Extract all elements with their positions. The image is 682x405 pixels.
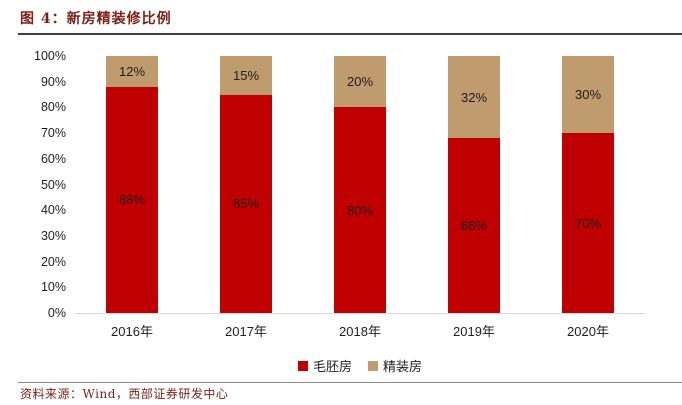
x-axis-label: 2020年 <box>567 324 609 339</box>
legend-item-毛胚房: 毛胚房 <box>297 356 352 375</box>
y-axis-tick-label: 0% <box>47 306 66 320</box>
bar-value-label: 20% <box>346 74 374 90</box>
legend-swatch-icon <box>368 360 378 371</box>
y-axis-tick-label: 30% <box>40 228 66 243</box>
x-axis-label: 2018年 <box>339 324 381 339</box>
stacked-bar: 30% 70% <box>562 56 614 313</box>
chart-legend: 毛胚房 精装房 <box>75 356 645 375</box>
stacked-bar: 32% 68% <box>448 56 500 313</box>
legend-label: 精装房 <box>383 359 423 374</box>
bar-segment-精装房: 30% <box>562 56 614 134</box>
y-axis-tick-label: 100% <box>34 49 66 63</box>
y-axis-tick-label: 90% <box>40 74 66 89</box>
bar-value-label: 85% <box>232 196 260 212</box>
bar-slot-2016年: 12% 88% <box>75 56 189 313</box>
x-axis-labels: 2016年 2017年 2018年 2019年 2020年 <box>75 321 645 340</box>
legend-swatch-icon <box>297 360 308 371</box>
y-axis-tick-label: 60% <box>40 151 66 166</box>
stacked-bar: 15% 85% <box>220 56 272 313</box>
x-axis-baseline <box>75 313 645 314</box>
bar-slot-2020年: 30% 70% <box>531 56 645 313</box>
bar-slot-2017年: 15% 85% <box>189 56 303 313</box>
title-divider-line <box>18 33 682 35</box>
bar-segment-精装房: 32% <box>448 56 500 139</box>
bar-segment-精装房: 15% <box>220 56 272 95</box>
bar-segment-毛胚房: 80% <box>334 107 386 313</box>
bar-segment-精装房: 12% <box>106 56 158 87</box>
y-axis-tick-label: 40% <box>40 203 66 218</box>
bar-value-label: 30% <box>574 87 602 103</box>
bar-segment-毛胚房: 85% <box>220 94 272 313</box>
y-axis-tick-label: 50% <box>40 177 66 192</box>
bar-value-label: 68% <box>460 218 488 234</box>
y-axis-tick-label: 70% <box>40 126 66 141</box>
stacked-bar: 20% 80% <box>334 56 386 313</box>
y-axis-tick-label: 20% <box>40 254 66 269</box>
y-axis-tick-label: 10% <box>40 280 66 295</box>
bar-value-label: 88% <box>118 192 146 208</box>
bar-value-label: 12% <box>118 63 146 79</box>
source-note: 资料来源：Wind，西部证券研发中心 <box>20 387 229 401</box>
bar-value-label: 80% <box>346 202 374 218</box>
x-axis-label: 2016年 <box>111 324 153 339</box>
x-axis-label: 2017年 <box>225 324 267 339</box>
bar-segment-毛胚房: 68% <box>448 138 500 313</box>
x-axis-label: 2019年 <box>453 324 495 339</box>
bar-slot-2019年: 32% 68% <box>417 56 531 313</box>
bar-segment-精装房: 20% <box>334 56 386 108</box>
bar-segment-毛胚房: 88% <box>106 86 158 313</box>
y-axis-tick-label: 80% <box>40 100 66 115</box>
bar-value-label: 32% <box>460 89 488 105</box>
bar-slot-2018年: 20% 80% <box>303 56 417 313</box>
bar-segment-毛胚房: 70% <box>562 133 614 313</box>
bar-value-label: 15% <box>232 67 260 83</box>
footer-divider-line <box>18 382 682 383</box>
bars-container: 12% 88% 15% 85% 20% 80% 32% 68% 30% 70% <box>75 56 645 313</box>
figure-title: 图 4：新房精装修比例 <box>20 11 172 27</box>
legend-label: 毛胚房 <box>312 359 352 374</box>
bar-value-label: 70% <box>574 215 602 231</box>
stacked-bar: 12% 88% <box>106 56 158 313</box>
legend-item-精装房: 精装房 <box>368 356 422 375</box>
